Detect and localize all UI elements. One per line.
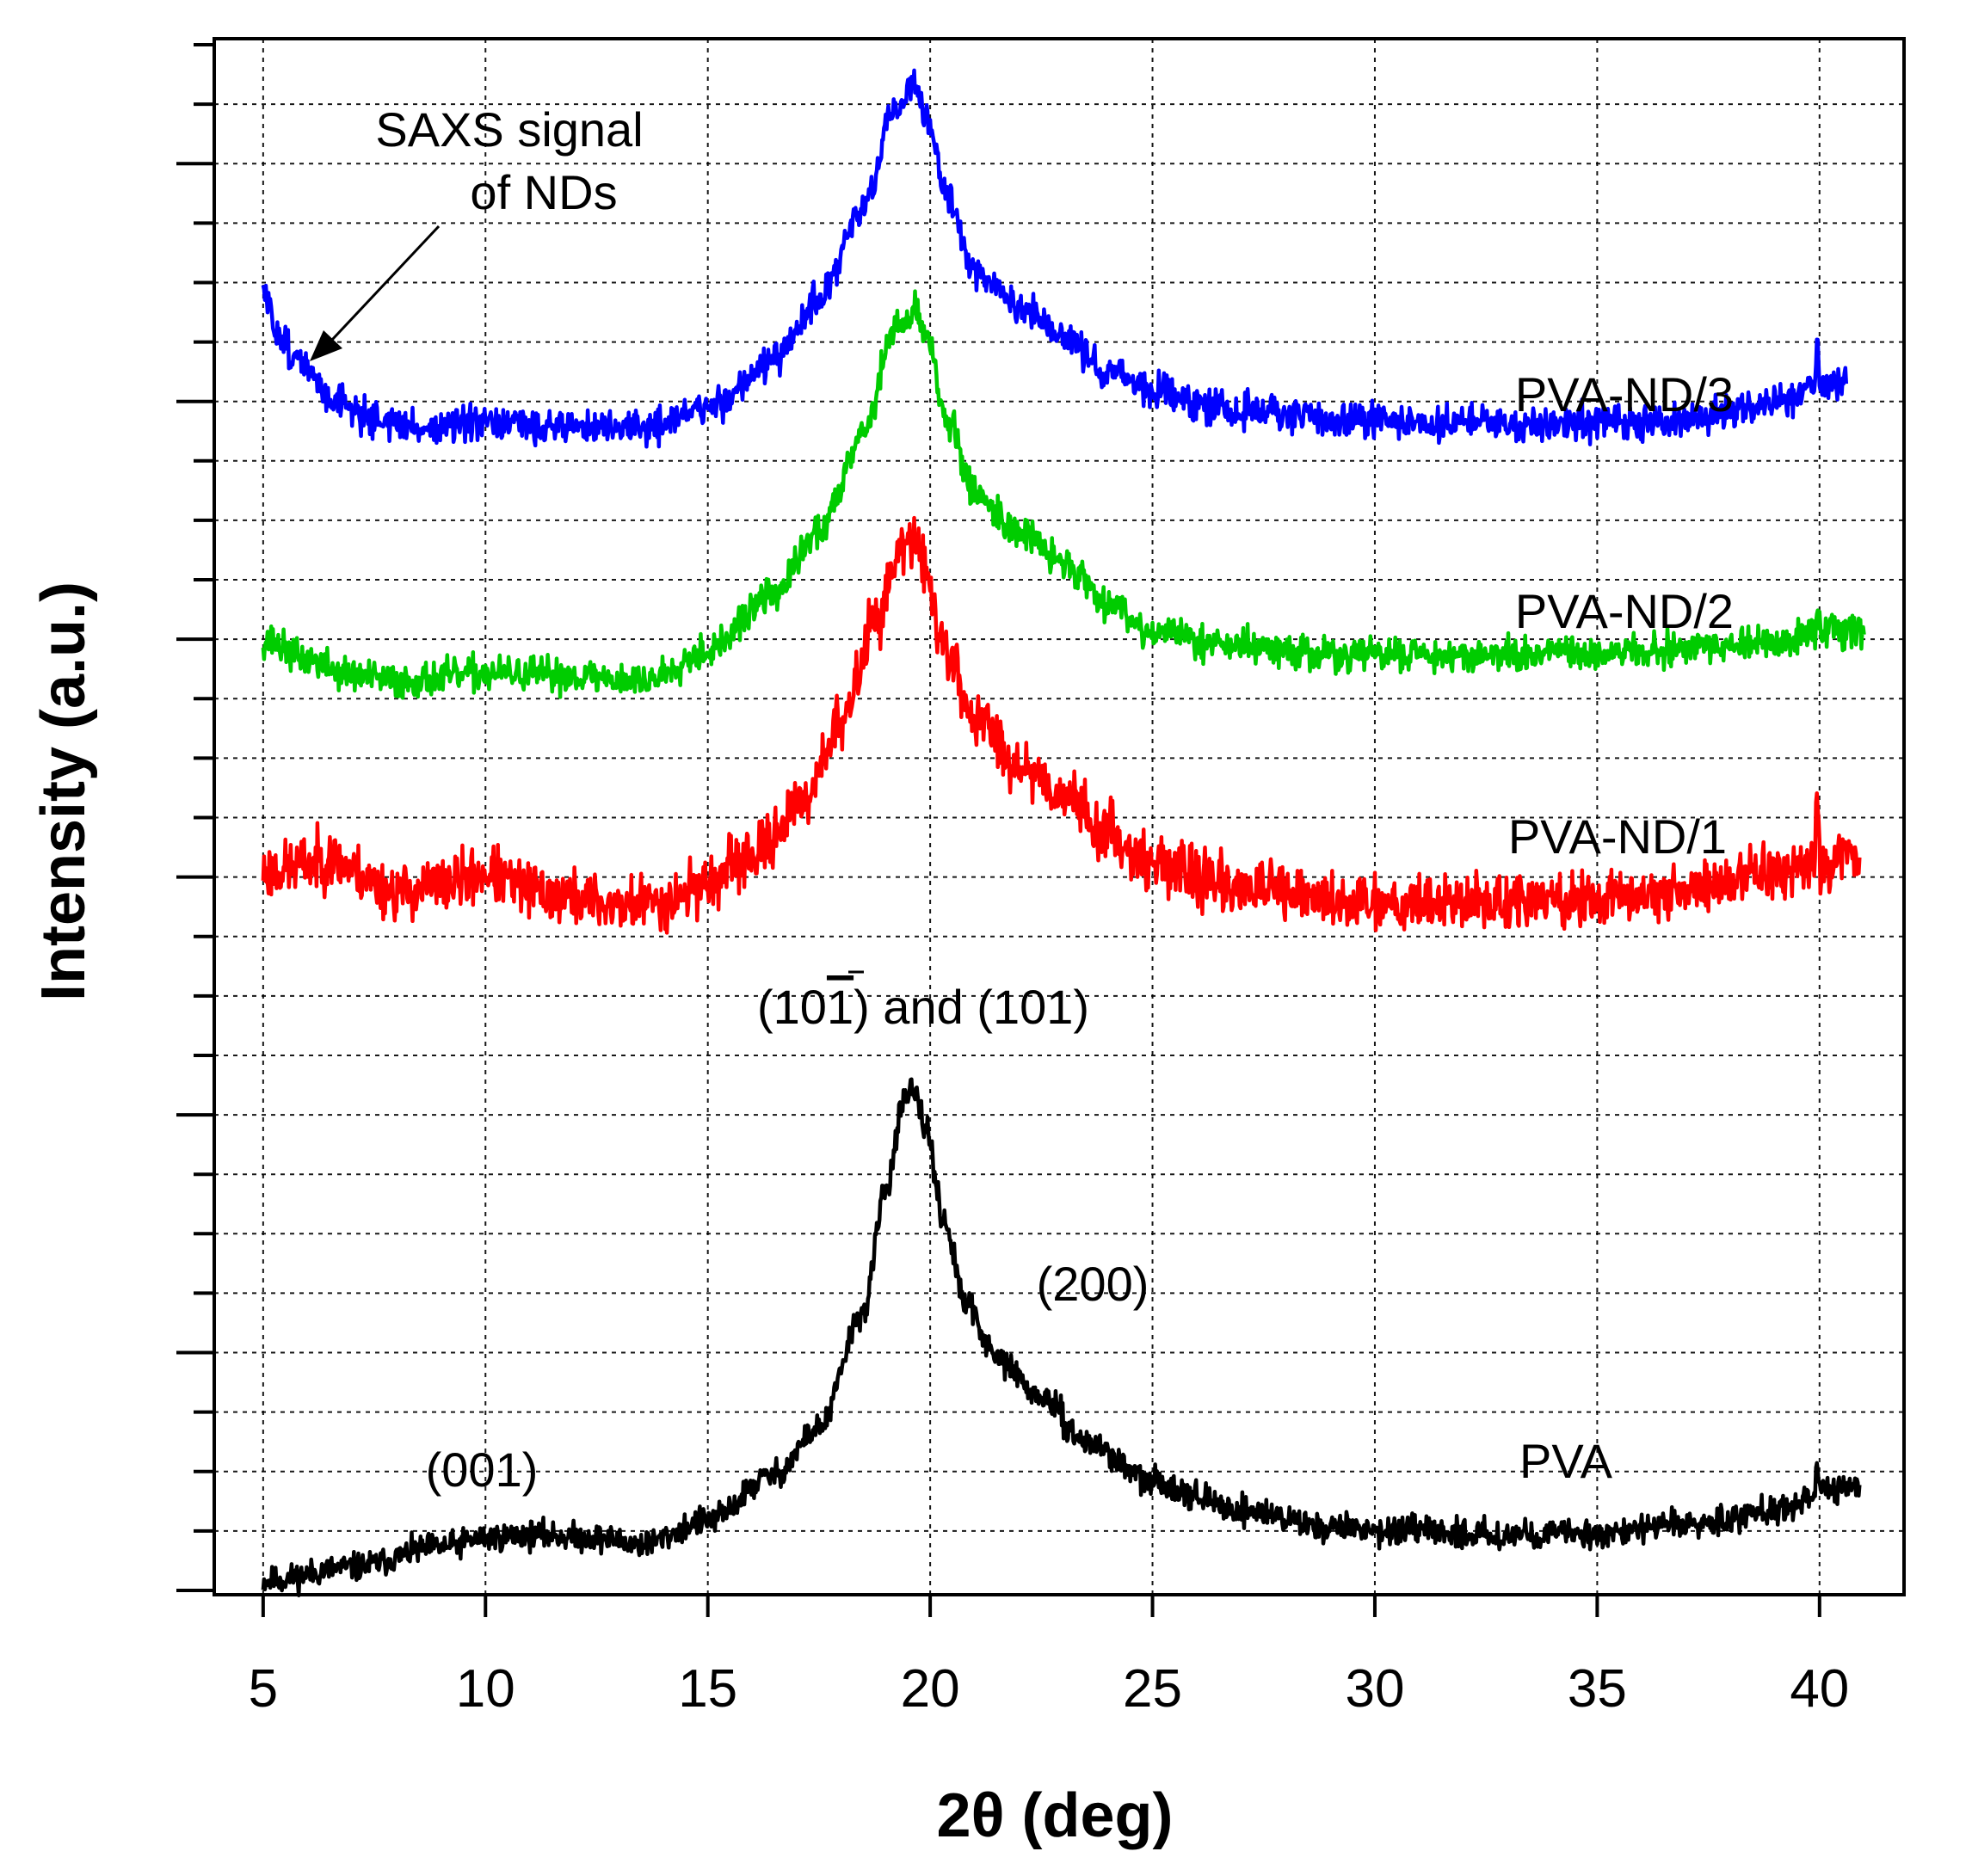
series-label-pva: PVA [1519,1434,1613,1488]
x-tick-label-25: 25 [1123,1659,1182,1719]
series-label-pva-nd-1: PVA-ND/1 [1508,809,1727,864]
x-tick-label-15: 15 [678,1659,737,1719]
series-label-pva-nd-2: PVA-ND/2 [1515,584,1734,638]
series-line-pva-nd-1 [261,515,1862,935]
annotation-hkl-101-bar: 1 [827,980,854,1034]
grid [214,39,1904,1595]
annotation-saxs-line2: of NDs [470,165,617,219]
series-line-pva-nd-2 [261,289,1866,700]
x-tick-label-35: 35 [1568,1659,1627,1719]
annotation-hkl-001: (001) [426,1442,539,1497]
x-axis-title: 2θ (deg) [937,1781,1174,1850]
x-tick-label-20: 20 [901,1659,960,1719]
series-layer [261,68,1866,1597]
series-label-pva-nd-3: PVA-ND/3 [1515,367,1734,421]
x-tick-label-5: 5 [249,1659,278,1719]
x-tick-label-40: 40 [1790,1659,1849,1719]
x-tick-label-10: 10 [456,1659,515,1719]
annotation-hkl-200: (200) [1037,1257,1149,1311]
ticks [176,43,1821,1617]
annotation-saxs-arrow [310,225,441,361]
series-labels: PVA PVA-ND/1 PVA-ND/2 PVA-ND/3 [1508,367,1734,1488]
x-tick-labels: 5 10 15 20 25 30 35 40 [249,1659,1850,1719]
y-axis-title: Intensity (a.u.) [29,581,98,1001]
annotation-hkl-101-b: ) and (101) [854,980,1089,1034]
annotation-hkl-101-a: (10 [757,980,827,1034]
x-tick-label-30: 30 [1345,1659,1404,1719]
series-line-pva [261,1077,1862,1597]
annotation-hkl-101: (101) and (101) [757,980,1089,1034]
series-line-pva-nd-3 [261,68,1849,449]
annotation-saxs-line1: SAXS signal [375,102,643,157]
